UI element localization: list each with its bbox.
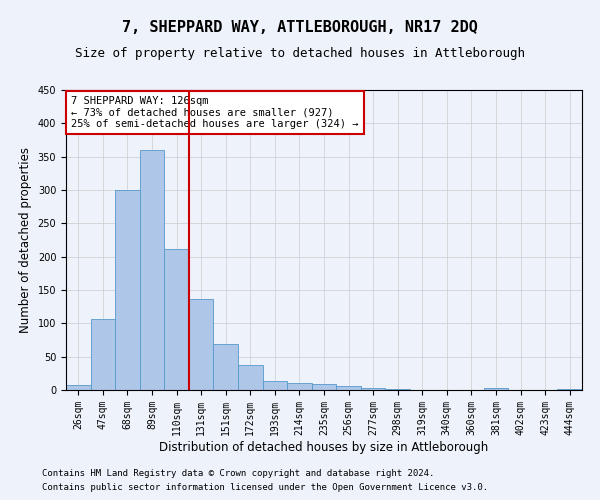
Bar [336, 386, 361, 390]
Bar [361, 388, 385, 390]
Bar [214, 344, 238, 390]
Bar [238, 364, 263, 390]
Bar [385, 388, 410, 390]
Bar [189, 298, 214, 390]
Bar [287, 384, 312, 390]
Bar [312, 384, 336, 390]
Text: 7, SHEPPARD WAY, ATTLEBOROUGH, NR17 2DQ: 7, SHEPPARD WAY, ATTLEBOROUGH, NR17 2DQ [122, 20, 478, 35]
Text: Contains public sector information licensed under the Open Government Licence v3: Contains public sector information licen… [42, 484, 488, 492]
Bar [115, 190, 140, 390]
X-axis label: Distribution of detached houses by size in Attleborough: Distribution of detached houses by size … [160, 440, 488, 454]
Bar [557, 388, 582, 390]
Text: 7 SHEPPARD WAY: 126sqm
← 73% of detached houses are smaller (927)
25% of semi-de: 7 SHEPPARD WAY: 126sqm ← 73% of detached… [71, 96, 359, 129]
Text: Contains HM Land Registry data © Crown copyright and database right 2024.: Contains HM Land Registry data © Crown c… [42, 468, 434, 477]
Bar [91, 318, 115, 390]
Bar [263, 382, 287, 390]
Bar [140, 150, 164, 390]
Bar [66, 384, 91, 390]
Text: Size of property relative to detached houses in Attleborough: Size of property relative to detached ho… [75, 48, 525, 60]
Y-axis label: Number of detached properties: Number of detached properties [19, 147, 32, 333]
Bar [484, 388, 508, 390]
Bar [164, 248, 189, 390]
